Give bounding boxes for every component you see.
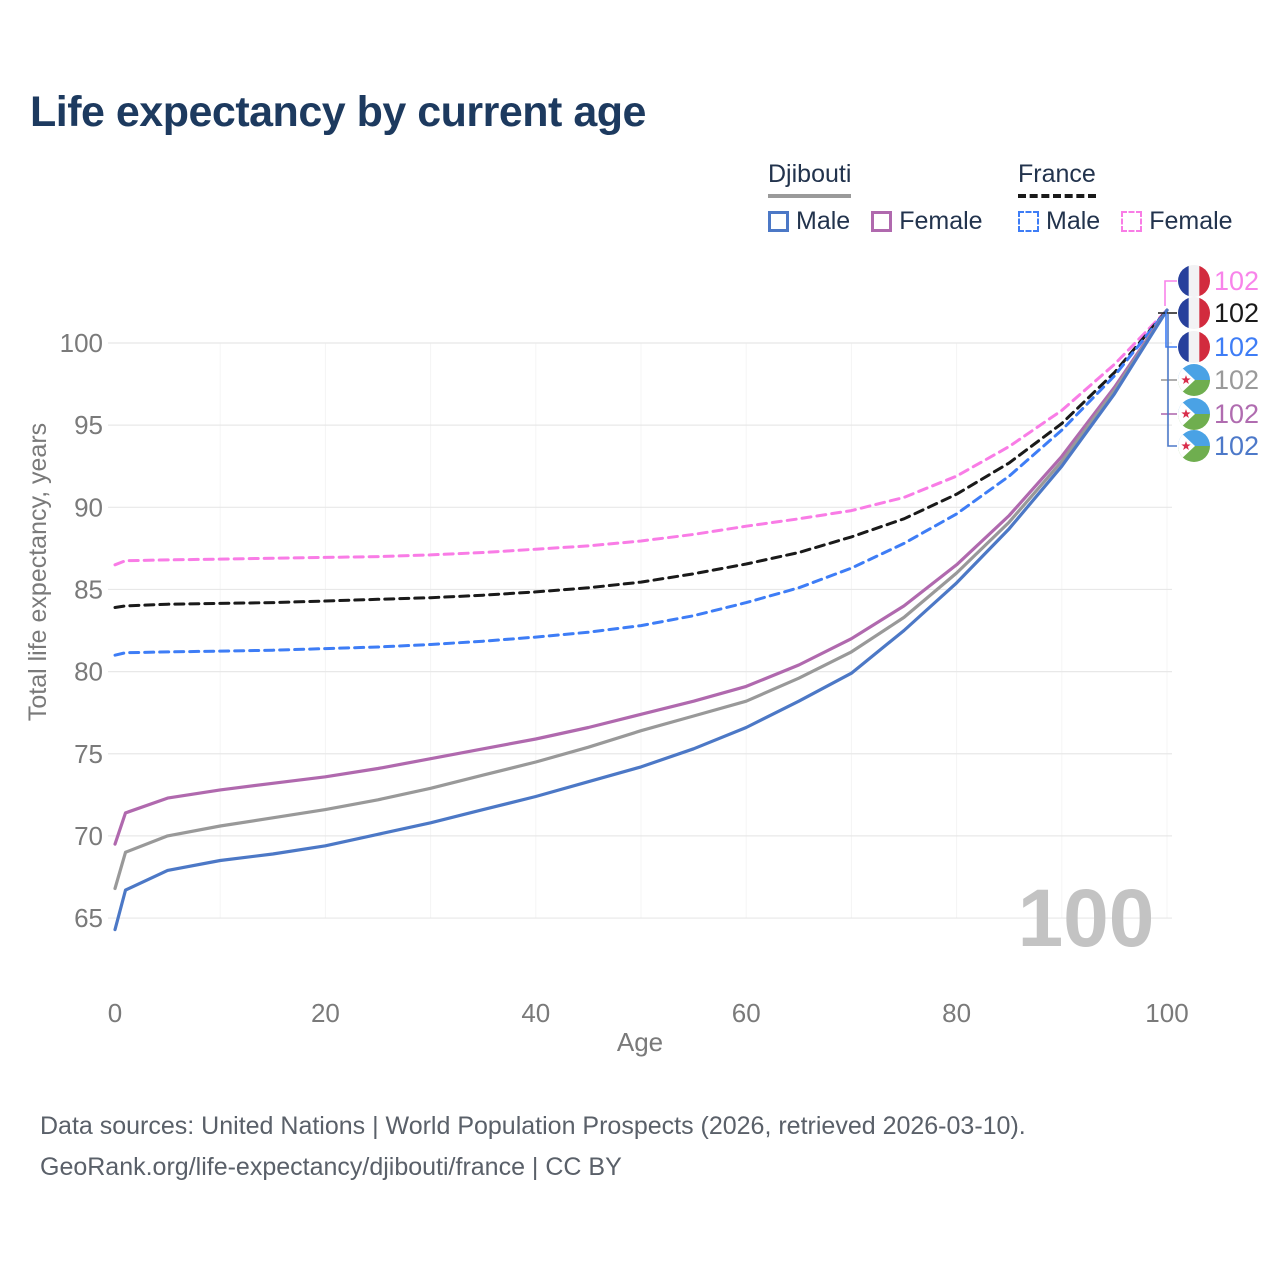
legend-swatch-0-1	[871, 211, 893, 232]
end-label-leader-lines	[1158, 280, 1177, 447]
series-line-djibouti-both-sexes	[113, 308, 1169, 891]
page-title: Life expectancy by current age	[30, 88, 646, 136]
svg-text:80: 80	[74, 657, 103, 687]
svg-text:80: 80	[942, 998, 971, 1028]
series-line-djibouti-female	[113, 308, 1169, 846]
france-flag-icon	[1178, 331, 1210, 363]
end-label-value: 102	[1214, 266, 1259, 296]
x-axis-ticks: 0 20 40 60 80 100	[108, 998, 1189, 1028]
vertical-gridlines	[219, 343, 1168, 918]
end-label-value: 102	[1214, 365, 1259, 395]
y-axis-label: Total life expectancy, years	[24, 423, 52, 721]
series-line-france-female	[113, 308, 1169, 567]
legend-item-france-female[interactable]: Female	[1121, 207, 1233, 236]
end-label-value: 102	[1214, 332, 1259, 362]
svg-text:100: 100	[60, 328, 103, 358]
footer-line-1: Data sources: United Nations | World Pop…	[40, 1112, 1026, 1140]
svg-text:60: 60	[732, 998, 761, 1028]
legend-group-france: France Male Female	[1018, 160, 1233, 236]
svg-text:90: 90	[74, 492, 103, 522]
legend-label-djibouti-female: Female	[899, 207, 983, 235]
y-axis-ticks: 65 70 75 80 85 90 95 100	[60, 328, 103, 933]
france-flag-icon	[1178, 297, 1210, 329]
series-line-france-both-sexes	[113, 308, 1169, 609]
end-label-value: 102	[1214, 399, 1259, 429]
svg-text:85: 85	[74, 574, 103, 604]
series-line-djibouti-male	[113, 308, 1169, 932]
djibouti-flag-icon	[1178, 398, 1210, 430]
legend-label-djibouti-male: Male	[796, 207, 851, 235]
legend-title-france: France	[1018, 160, 1096, 198]
legend-swatch-1-0	[1018, 211, 1039, 232]
legend-item-france-male[interactable]: Male	[1018, 207, 1100, 236]
legend-title-djibouti: Djibouti	[768, 160, 852, 198]
legend-group-djibouti: Djibouti Male Female	[768, 160, 983, 236]
svg-text:70: 70	[74, 821, 103, 851]
series-line-france-male	[113, 308, 1169, 657]
watermark: 100	[1018, 873, 1155, 964]
svg-text:75: 75	[74, 739, 103, 769]
legend-swatch-1-1	[1121, 211, 1143, 232]
legend-item-djibouti-male[interactable]: Male	[768, 207, 850, 236]
legend-label-france-female: Female	[1149, 207, 1233, 235]
legend-item-djibouti-female[interactable]: Female	[871, 207, 983, 236]
svg-text:65: 65	[74, 903, 103, 933]
svg-text:0: 0	[108, 998, 122, 1028]
svg-text:40: 40	[521, 998, 550, 1028]
djibouti-flag-icon	[1178, 364, 1210, 396]
legend-swatch-0-0	[768, 211, 789, 232]
legend-label-france-male: Male	[1046, 207, 1101, 235]
x-axis-label: Age	[617, 1027, 663, 1057]
footer-line-2[interactable]: GeoRank.org/life-expectancy/djibouti/fra…	[40, 1153, 622, 1181]
svg-text:20: 20	[311, 998, 340, 1028]
djibouti-flag-icon	[1178, 430, 1210, 462]
france-flag-icon	[1178, 265, 1210, 297]
horizontal-gridlines	[108, 342, 1172, 919]
svg-text:100: 100	[1145, 998, 1188, 1028]
data-sources-footer: Data sources: United Nations | World Pop…	[40, 1106, 1026, 1188]
end-label-value: 102	[1214, 431, 1259, 461]
svg-text:95: 95	[74, 410, 103, 440]
end-label-value: 102	[1214, 298, 1259, 328]
